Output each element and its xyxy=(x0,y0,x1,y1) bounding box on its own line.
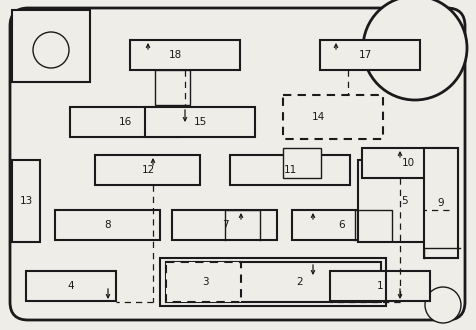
Circle shape xyxy=(362,0,466,100)
Bar xyxy=(159,258,385,306)
Bar xyxy=(12,10,90,82)
Bar xyxy=(282,148,320,178)
Bar xyxy=(319,40,419,70)
Text: 16: 16 xyxy=(118,117,131,127)
Text: 17: 17 xyxy=(357,50,371,60)
Bar xyxy=(291,210,391,240)
Text: 5: 5 xyxy=(401,196,407,206)
Bar xyxy=(229,155,349,185)
Text: 9: 9 xyxy=(437,198,443,208)
Text: 3: 3 xyxy=(201,277,208,287)
Text: 7: 7 xyxy=(221,220,228,230)
Bar xyxy=(329,271,429,301)
Text: 4: 4 xyxy=(68,281,74,291)
Bar xyxy=(55,210,159,240)
Text: 6: 6 xyxy=(338,220,345,230)
Text: 12: 12 xyxy=(141,165,154,175)
Text: 18: 18 xyxy=(168,50,181,60)
Bar xyxy=(172,210,277,240)
Bar xyxy=(282,95,382,139)
FancyBboxPatch shape xyxy=(10,8,464,320)
Circle shape xyxy=(33,32,69,68)
Text: 10: 10 xyxy=(401,158,414,168)
Bar xyxy=(130,40,239,70)
Text: 14: 14 xyxy=(311,112,324,122)
Bar xyxy=(145,107,255,137)
Bar xyxy=(95,155,199,185)
Text: 13: 13 xyxy=(20,196,32,206)
Text: 15: 15 xyxy=(193,117,206,127)
Bar xyxy=(361,148,448,178)
Bar xyxy=(357,160,452,242)
Text: 2: 2 xyxy=(296,277,303,287)
Bar xyxy=(166,262,380,302)
Bar xyxy=(12,160,40,242)
Bar xyxy=(423,148,457,258)
Bar xyxy=(166,262,240,302)
Text: 1: 1 xyxy=(376,281,383,291)
Text: 8: 8 xyxy=(104,220,111,230)
Bar xyxy=(26,271,116,301)
Bar xyxy=(70,107,179,137)
Bar xyxy=(155,70,189,105)
Text: 11: 11 xyxy=(283,165,296,175)
Circle shape xyxy=(424,287,460,323)
